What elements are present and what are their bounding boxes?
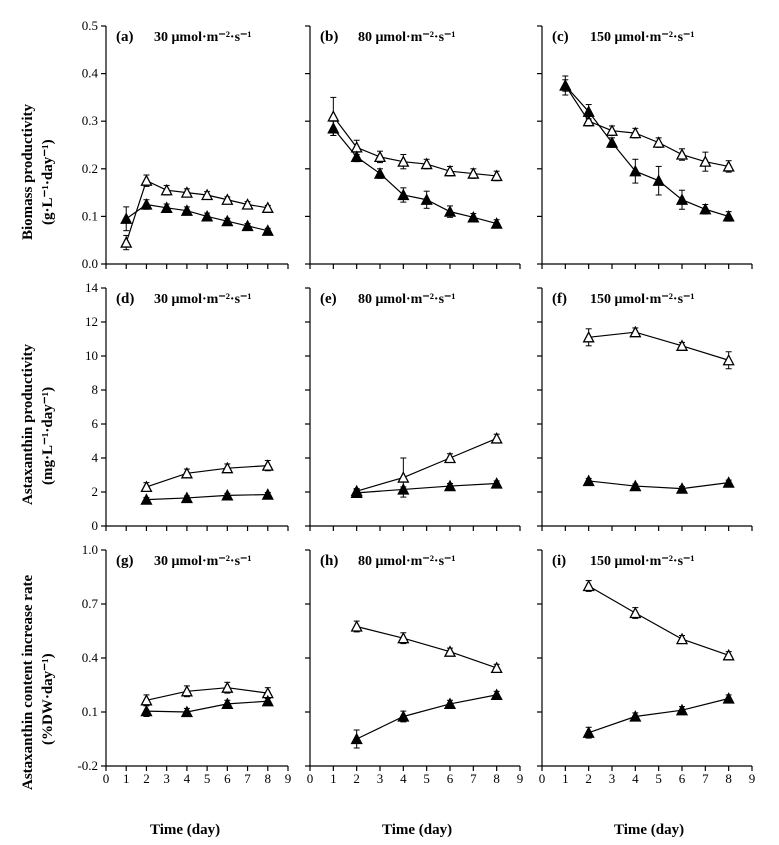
svg-text:1: 1 [123,771,130,786]
panel-tag: (i) [552,553,566,569]
svg-text:0.4: 0.4 [82,650,99,665]
svg-text:0.2: 0.2 [82,161,98,176]
svg-text:7: 7 [470,771,477,786]
panel-d: 0 2 4 6 8 10 12 14 (d) 30 μmol·m⁻²·s⁻¹ [68,280,294,536]
panel-subtitle: 150 μmol·m⁻²·s⁻¹ [590,30,695,45]
svg-text:5: 5 [423,771,430,786]
ylabel-row0-line1: Biomass productivity [20,104,37,240]
panel-i: 0 1 2 3 4 5 6 7 8 9 (i) 150 μmol·m⁻²·s⁻¹ [532,542,758,798]
svg-text:0.1: 0.1 [82,208,98,223]
svg-text:3: 3 [377,771,384,786]
panel-e: (e) 80 μmol·m⁻²·s⁻¹ [300,280,526,536]
panel-subtitle: 80 μmol·m⁻²·s⁻¹ [358,554,456,569]
svg-text:3: 3 [163,771,170,786]
panel-tag: (g) [116,553,134,569]
panel-svg-d: 0 2 4 6 8 10 12 14 (d) 30 μmol·m⁻²·s⁻¹ [68,280,294,536]
svg-text:0.3: 0.3 [82,113,98,128]
svg-text:6: 6 [447,771,454,786]
panel-h: 0 1 2 3 4 5 6 7 8 9 (h) 80 μmol·m⁻²·s⁻¹ [300,542,526,798]
svg-text:5: 5 [204,771,211,786]
svg-text:1: 1 [562,771,569,786]
svg-text:-0.2: -0.2 [77,758,98,773]
panel-subtitle: 30 μmol·m⁻²·s⁻¹ [154,292,252,307]
svg-text:0: 0 [307,771,314,786]
svg-text:0: 0 [539,771,546,786]
panel-tag: (h) [320,553,338,569]
panel-subtitle: 150 μmol·m⁻²·s⁻¹ [590,292,695,307]
svg-text:4: 4 [184,771,191,786]
ylabel-row1-line2: (mg·L⁻¹·day⁻¹) [38,387,57,485]
panel-c: (c) 150 μmol·m⁻²·s⁻¹ [532,18,758,274]
svg-text:3: 3 [609,771,616,786]
svg-text:2: 2 [143,771,150,786]
svg-text:0.5: 0.5 [82,18,98,33]
svg-text:1.0: 1.0 [82,542,98,557]
svg-text:8: 8 [265,771,272,786]
svg-text:7: 7 [244,771,251,786]
xlabel-col0: Time (day) [150,822,220,839]
figure-root: Biomass productivity (g·L⁻¹·day⁻¹) Astax… [0,0,779,845]
svg-text:7: 7 [702,771,709,786]
svg-text:4: 4 [92,450,99,465]
svg-text:14: 14 [85,280,99,295]
panel-svg-e: (e) 80 μmol·m⁻²·s⁻¹ [300,280,526,536]
panel-tag: (b) [320,29,338,45]
panel-subtitle: 80 μmol·m⁻²·s⁻¹ [358,292,456,307]
svg-text:0.7: 0.7 [82,596,99,611]
svg-text:2: 2 [585,771,592,786]
svg-text:12: 12 [85,314,98,329]
svg-text:6: 6 [679,771,686,786]
xlabel-col2: Time (day) [614,822,684,839]
panel-subtitle: 80 μmol·m⁻²·s⁻¹ [358,30,456,45]
svg-text:4: 4 [400,771,407,786]
ylabel-row0-line2: (g·L⁻¹·day⁻¹) [38,139,57,225]
svg-text:10: 10 [85,348,98,363]
svg-text:4: 4 [632,771,639,786]
panel-subtitle: 30 μmol·m⁻²·s⁻¹ [154,30,252,45]
svg-text:8: 8 [92,382,99,397]
panel-grid: 0.0 0.1 0.2 0.3 0.4 0.5 (a) 30 μmol·m⁻²·s⁻¹ (b)… [68,18,758,798]
svg-text:2: 2 [92,484,99,499]
panel-svg-c: (c) 150 μmol·m⁻²·s⁻¹ [532,18,758,274]
svg-text:9: 9 [285,771,292,786]
panel-tag: (c) [552,29,569,45]
svg-text:9: 9 [517,771,524,786]
panel-tag: (a) [116,29,134,45]
panel-f: (f) 150 μmol·m⁻²·s⁻¹ [532,280,758,536]
panel-subtitle: 30 μmol·m⁻²·s⁻¹ [154,554,252,569]
panel-svg-h: 0 1 2 3 4 5 6 7 8 9 (h) 80 μmol·m⁻²·s⁻¹ [300,542,526,798]
ylabel-row2-line2: (%DW·day⁻¹) [38,653,57,745]
panel-svg-a: 0.0 0.1 0.2 0.3 0.4 0.5 (a) 30 μmol·m⁻²·s⁻¹ [68,18,294,274]
panel-svg-f: (f) 150 μmol·m⁻²·s⁻¹ [532,280,758,536]
svg-text:8: 8 [493,771,500,786]
svg-text:0.1: 0.1 [82,704,98,719]
panel-tag: (d) [116,291,134,307]
panel-a: 0.0 0.1 0.2 0.3 0.4 0.5 (a) 30 μmol·m⁻²·s⁻¹ [68,18,294,274]
panel-g: 0123456789 -0.2 0.1 0.4 0.7 1.0 (g) 30 μmol·m⁻²… [68,542,294,798]
ylabel-row2-line1: Astaxanthin content increase rate [20,575,37,790]
svg-text:0.4: 0.4 [82,66,99,81]
svg-text:1: 1 [330,771,337,786]
svg-text:0: 0 [103,771,110,786]
panel-tag: (e) [320,291,337,307]
ylabel-row1-line1: Astaxanthin productivity [20,344,37,505]
panel-b: (b) 80 μmol·m⁻²·s⁻¹ [300,18,526,274]
panel-svg-i: 0 1 2 3 4 5 6 7 8 9 (i) 150 μmol·m⁻²·s⁻¹ [532,542,758,798]
panel-svg-b: (b) 80 μmol·m⁻²·s⁻¹ [300,18,526,274]
svg-text:8: 8 [725,771,732,786]
svg-text:0.0: 0.0 [82,256,98,271]
panel-tag: (f) [552,291,567,307]
svg-text:2: 2 [353,771,360,786]
svg-text:6: 6 [224,771,231,786]
panel-svg-g: 0123456789 -0.2 0.1 0.4 0.7 1.0 (g) 30 μmol·m⁻²… [68,542,294,798]
xlabel-col1: Time (day) [382,822,452,839]
panel-subtitle: 150 μmol·m⁻²·s⁻¹ [590,554,695,569]
svg-text:6: 6 [92,416,99,431]
svg-text:0: 0 [92,518,99,533]
svg-text:5: 5 [655,771,662,786]
svg-text:9: 9 [749,771,756,786]
